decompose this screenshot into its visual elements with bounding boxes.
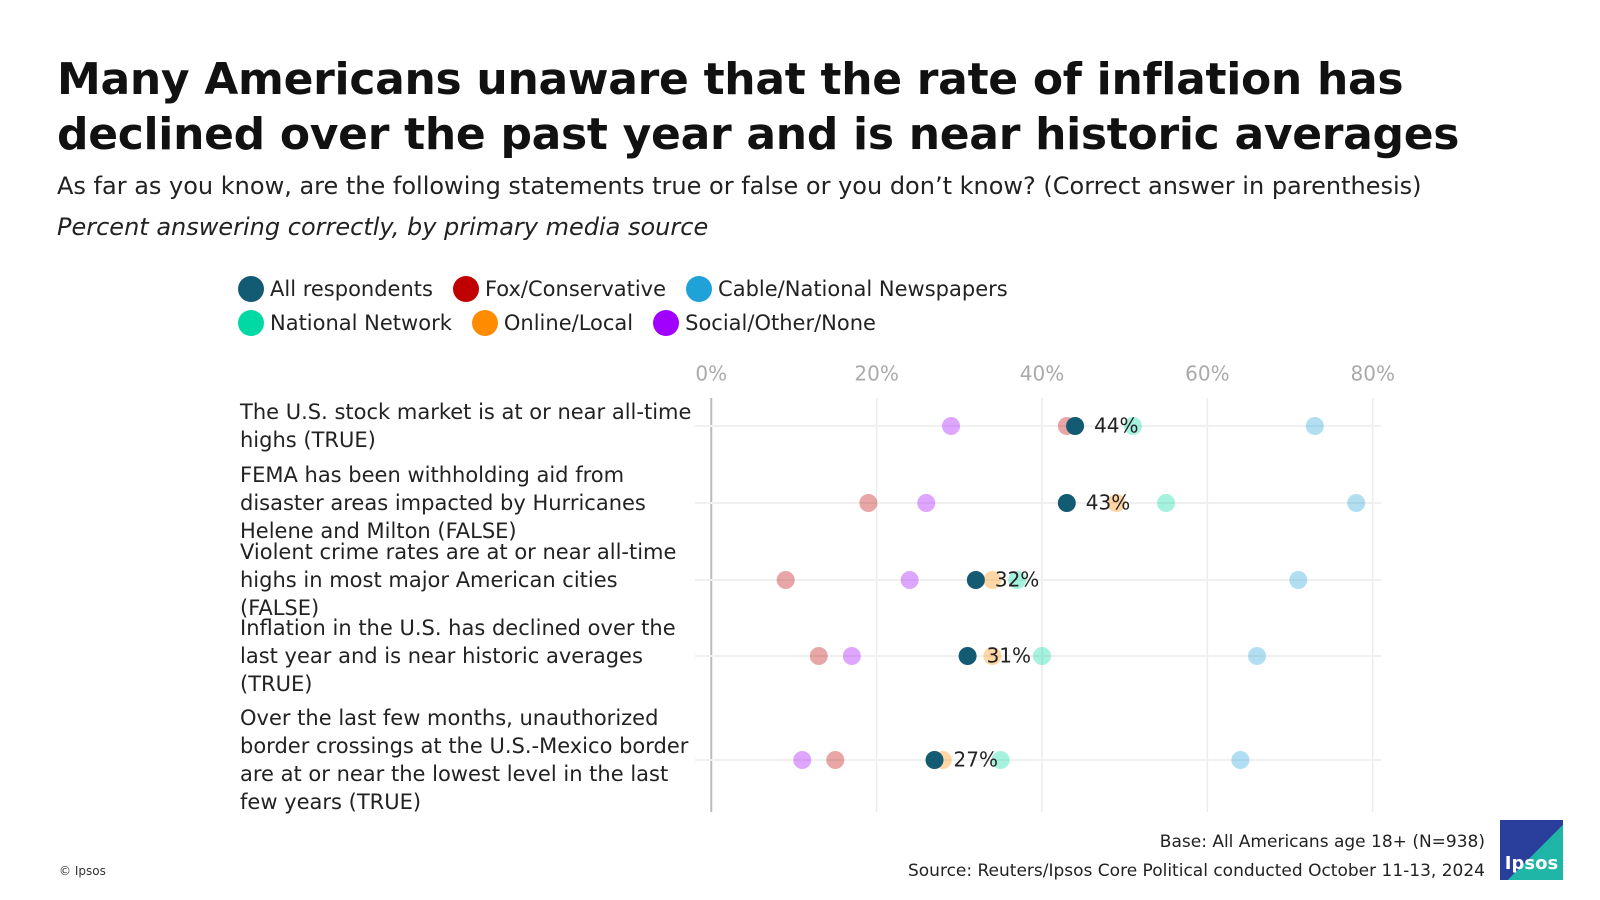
data-label: 31%: [987, 644, 1031, 668]
data-label: 32%: [995, 568, 1039, 592]
dot: [1057, 494, 1076, 512]
legend-item: Fox/Conservative: [452, 276, 667, 302]
category-label: Inflation in the U.S. has declined over …: [240, 616, 676, 696]
legend-item: National Network: [238, 310, 452, 336]
legend-swatch: [452, 276, 479, 302]
dot: [1289, 571, 1308, 589]
dot: [809, 647, 828, 665]
legend-item: All respondents: [238, 276, 433, 302]
chart-subtitle: Percent answering correctly, by primary …: [57, 213, 709, 241]
data-label: 27%: [954, 748, 998, 772]
dot: [1123, 417, 1142, 435]
legend: All respondents Fox/Conservative Cable/Nat…: [238, 276, 1238, 336]
dot: [983, 647, 1002, 665]
legend-swatch: [238, 310, 264, 336]
legend-label: All respondents: [270, 277, 433, 301]
dot: [1305, 417, 1324, 435]
legend-swatch: [686, 276, 713, 302]
dot: [958, 647, 977, 665]
dot: [1247, 647, 1266, 665]
legend-swatch: [238, 276, 264, 302]
dot: [983, 571, 1002, 589]
category-label: Over the last few months, unauthorized b…: [240, 706, 689, 814]
dot: [991, 751, 1010, 769]
chart-title: Many Americans unaware that the rate of …: [57, 54, 1460, 160]
dot: [917, 494, 936, 512]
category-label: FEMA has been withholding aid from disas…: [240, 463, 646, 543]
dot: [1157, 494, 1176, 512]
dot: [776, 571, 795, 589]
dot: [966, 571, 985, 589]
legend-label: Online/Local: [503, 311, 634, 335]
legend-item: Online/Local: [471, 310, 634, 336]
dot: [1033, 647, 1051, 665]
category-label: The U.S. stock market is at or near all-…: [240, 400, 692, 452]
data-label: 43%: [1086, 491, 1130, 515]
legend-swatch: [471, 310, 498, 336]
base-note: Base: All Americans age 18+ (N=938): [1159, 832, 1485, 852]
legend-label: National Network: [270, 311, 452, 335]
legend-label: Social/Other/None: [685, 311, 876, 335]
legend-swatch: [653, 310, 680, 336]
logo: Ipsos: [1500, 820, 1563, 880]
x-tick-label: 20%: [854, 362, 898, 386]
x-tick-label: 40%: [1020, 362, 1064, 386]
data-label: 44%: [1094, 414, 1138, 438]
chart-subtitle: As far as you know, are the following st…: [57, 172, 1422, 200]
dot: [842, 647, 861, 665]
x-tick-label: 80%: [1351, 362, 1395, 386]
category-label: Violent crime rates are at or near all-t…: [240, 540, 677, 620]
legend-item: Cable/National Newspapers: [686, 276, 1008, 302]
legend-item: Social/Other/None: [653, 310, 876, 336]
dot: [900, 571, 919, 589]
x-tick-label: 60%: [1185, 362, 1229, 386]
dot: [793, 751, 812, 769]
copyright: © Ipsos: [59, 864, 106, 878]
dot: [1066, 417, 1085, 435]
source-note: Source: Reuters/Ipsos Core Political con…: [907, 861, 1485, 881]
dot: [1008, 571, 1027, 589]
dot: [826, 751, 845, 769]
dot: [1231, 751, 1250, 769]
legend-label: Fox/Conservative: [484, 277, 667, 301]
logo-text: Ipsos: [1504, 853, 1559, 874]
x-tick-label: 0%: [695, 362, 727, 386]
dot: [859, 494, 878, 512]
legend-label: Cable/National Newspapers: [718, 277, 1008, 301]
dot: [942, 417, 961, 435]
dot: [925, 751, 944, 769]
dot: [1107, 494, 1126, 512]
dot: [1347, 494, 1366, 512]
